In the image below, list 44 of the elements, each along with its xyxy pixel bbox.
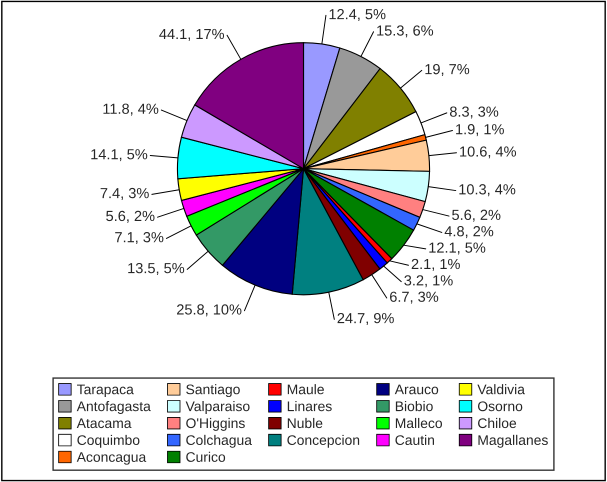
- legend-label: Malleco: [396, 418, 442, 428]
- legend-label: Maule: [288, 384, 324, 394]
- data-label: 25.8, 10%: [177, 304, 242, 316]
- legend-label: Santiago: [186, 384, 240, 398]
- legend-label: Curico: [186, 452, 226, 462]
- legend-label: Valparaiso: [186, 401, 250, 414]
- data-label: 24.7, 9%: [338, 312, 394, 326]
- data-label: 5.6, 2%: [106, 210, 155, 223]
- legend-label: Valdivia: [477, 384, 525, 394]
- legend-label: O'Higgins: [186, 418, 245, 431]
- data-label: 7.4, 3%: [100, 188, 149, 200]
- data-label: 6.7, 3%: [390, 292, 438, 304]
- data-label: 11.8, 4%: [103, 104, 158, 116]
- legend-label: Coquimbo: [77, 434, 140, 448]
- data-label: 5.6, 2%: [452, 210, 500, 222]
- data-label: 19, 7%: [425, 64, 470, 76]
- legend-label: Biobio: [396, 401, 433, 412]
- legend-label: Osorno: [478, 401, 522, 412]
- data-label: 10.6, 4%: [460, 146, 516, 158]
- legend-label: Linares: [288, 401, 332, 412]
- data-label: 3.2, 1%: [404, 275, 453, 288]
- data-label: 12.4, 5%: [330, 8, 386, 22]
- legend-label: Nuble: [288, 418, 322, 428]
- data-label: 13.5, 5%: [128, 262, 184, 275]
- legend-label: Cautin: [395, 434, 434, 446]
- data-label: 12.1, 5%: [429, 242, 486, 254]
- data-label: 10.3, 4%: [459, 184, 516, 196]
- legend-label: Aconcagua: [76, 452, 146, 465]
- legend-label: Concepcion: [287, 434, 360, 448]
- data-label: 15.3, 6%: [377, 25, 434, 38]
- legend-label: Atacama: [76, 418, 132, 428]
- legend-label: Magallanes: [478, 434, 548, 448]
- legend-label: Colchagua: [186, 434, 252, 448]
- legend-label: Antofagasta: [76, 401, 151, 414]
- data-label: 14.1, 5%: [91, 149, 148, 162]
- data-label: 4.8, 2%: [444, 226, 494, 238]
- legend-label: Tarapaca: [77, 384, 134, 398]
- legend-label: Chiloe: [478, 418, 516, 428]
- legend-label: Arauco: [394, 384, 438, 394]
- data-label: 1.9, 1%: [456, 124, 504, 136]
- data-label: 44.1, 17%: [159, 28, 224, 41]
- data-label: 2.1, 1%: [412, 258, 460, 271]
- data-label: 8.3, 3%: [450, 106, 498, 119]
- data-label: 7.1, 3%: [115, 232, 164, 244]
